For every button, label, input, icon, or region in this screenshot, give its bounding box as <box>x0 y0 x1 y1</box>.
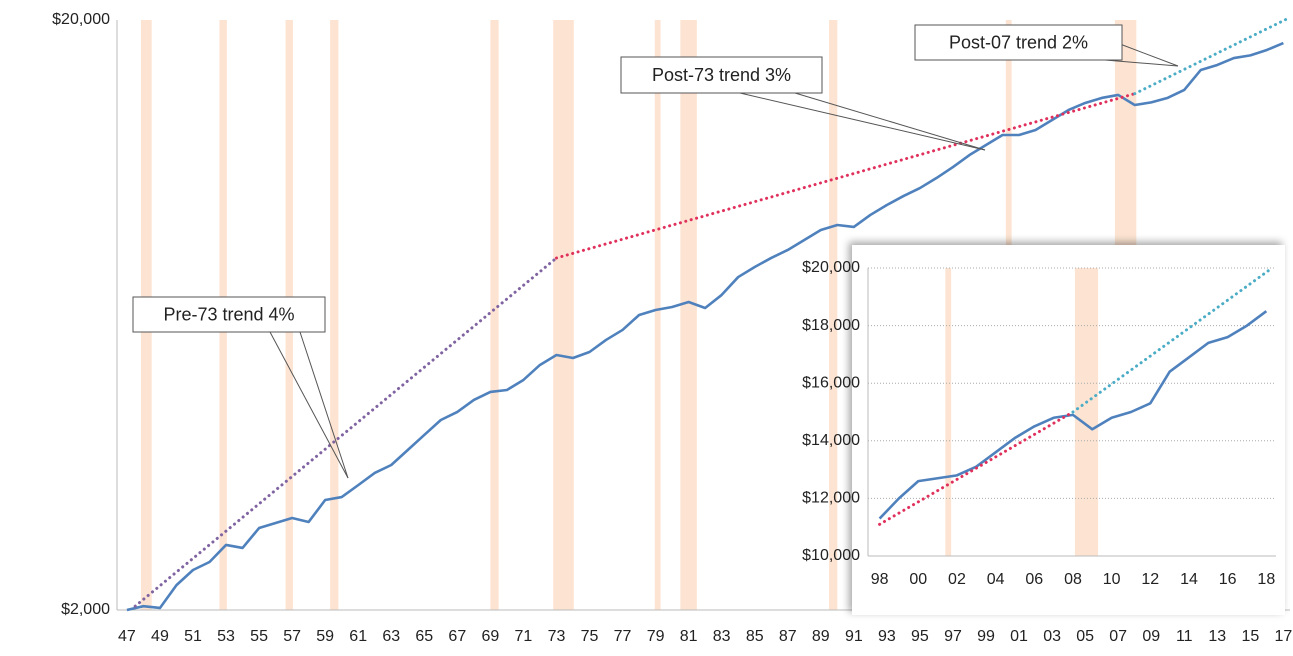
shaded-period <box>490 20 499 610</box>
annotation-box <box>620 56 823 94</box>
x-tick-label: 89 <box>812 628 830 645</box>
x-tick-label: 09 <box>1142 628 1160 645</box>
x-tick-label: 12 <box>1141 571 1159 588</box>
x-tick-label: 98 <box>871 571 889 588</box>
y-tick-label: $2,000 <box>61 601 110 618</box>
shaded-period <box>330 20 339 610</box>
inset-chart: $10,000 $12,000 $14,000 $16,000 $18,000 $20,0… <box>802 245 1285 615</box>
y-tick-label: $12,000 <box>802 490 860 507</box>
annotation-box <box>914 24 1123 61</box>
x-tick-label: 59 <box>316 628 334 645</box>
trend-line <box>133 256 558 608</box>
x-tick-label: 61 <box>349 628 367 645</box>
x-tick-label: 04 <box>987 571 1005 588</box>
x-tick-label: 14 <box>1180 571 1198 588</box>
x-tick-label: 15 <box>1241 628 1259 645</box>
x-tick-label: 69 <box>481 628 499 645</box>
data-line <box>878 310 1268 520</box>
x-tick-label: 51 <box>184 628 202 645</box>
y-tick-label: $14,000 <box>802 432 860 449</box>
annotation-pointer <box>1104 59 1179 67</box>
x-tick-label: 49 <box>151 628 169 645</box>
shaded-period <box>1074 268 1099 556</box>
x-tick-label: 71 <box>515 628 533 645</box>
x-tick-label: 67 <box>448 628 466 645</box>
data-line <box>126 41 1284 612</box>
x-tick-label: 93 <box>878 628 896 645</box>
x-tick-label: 47 <box>118 628 136 645</box>
x-tick-label: 77 <box>614 628 632 645</box>
x-tick-label: 97 <box>944 628 962 645</box>
x-tick-label: 91 <box>845 628 863 645</box>
x-tick-label: 01 <box>1010 628 1028 645</box>
shaded-period <box>945 268 952 556</box>
x-tick-label: 63 <box>382 628 400 645</box>
annotation-pointer <box>1119 43 1179 67</box>
x-tick-label: 73 <box>548 628 566 645</box>
x-tick-label: 07 <box>1109 628 1127 645</box>
x-tick-label: 55 <box>250 628 268 645</box>
x-tick-label: 81 <box>680 628 698 645</box>
inset-frame <box>852 245 1285 615</box>
y-tick-label: $16,000 <box>802 374 860 391</box>
annotation: Post-73 trend 3% <box>652 65 791 85</box>
main-chart: $2,000 $20,000 47 49 51 53 55 57 59 61 63 65 67 69 71 7… <box>52 11 1292 645</box>
annotation-pointer <box>794 92 986 151</box>
x-tick-label: 05 <box>1076 628 1094 645</box>
annotation-box <box>132 296 326 333</box>
x-tick-label: 08 <box>1064 571 1082 588</box>
x-tick-label: 16 <box>1219 571 1237 588</box>
x-tick-label: 03 <box>1043 628 1061 645</box>
x-tick-label: 11 <box>1176 628 1193 645</box>
annotation: Post-07 trend 2% <box>949 32 1088 52</box>
x-tick-label: 75 <box>581 628 599 645</box>
annotation: Pre-73 trend 4% <box>163 304 294 324</box>
y-tick-label: $20,000 <box>802 259 860 276</box>
x-tick-label: 10 <box>1103 571 1121 588</box>
x-tick-label: 18 <box>1257 571 1275 588</box>
shaded-period <box>829 20 838 610</box>
x-tick-label: 87 <box>779 628 797 645</box>
x-tick-label: 17 <box>1274 628 1292 645</box>
x-tick-label: 85 <box>746 628 764 645</box>
x-tick-label: 79 <box>647 628 665 645</box>
y-tick-label: $20,000 <box>52 11 110 28</box>
shaded-period <box>553 20 574 610</box>
shaded-period <box>680 20 697 610</box>
x-tick-label: 13 <box>1208 628 1226 645</box>
annotation-pointer <box>299 331 349 479</box>
x-tick-label: 65 <box>415 628 433 645</box>
x-tick-label: 99 <box>977 628 995 645</box>
trend-line <box>1071 266 1274 414</box>
annotation-pointer <box>269 331 349 479</box>
y-tick-label: $10,000 <box>802 547 860 564</box>
annotation-pointer <box>739 92 986 151</box>
x-tick-label: 53 <box>217 628 235 645</box>
shaded-period <box>654 20 661 610</box>
x-tick-label: 57 <box>283 628 301 645</box>
x-tick-label: 02 <box>948 571 966 588</box>
y-tick-label: $18,000 <box>802 317 860 334</box>
trend-line <box>554 92 1137 260</box>
x-tick-label: 83 <box>713 628 731 645</box>
trend-line <box>878 410 1075 526</box>
trend-line <box>1133 15 1292 96</box>
x-tick-label: 06 <box>1025 571 1043 588</box>
x-tick-label: 00 <box>909 571 927 588</box>
x-tick-label: 95 <box>911 628 929 645</box>
